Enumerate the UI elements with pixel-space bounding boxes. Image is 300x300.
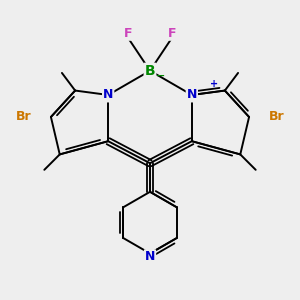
- Text: N: N: [145, 250, 155, 263]
- Text: +: +: [210, 79, 218, 89]
- Text: Br: Br: [269, 110, 284, 124]
- Text: F: F: [124, 27, 132, 40]
- Text: Br: Br: [16, 110, 31, 124]
- Text: F: F: [168, 27, 176, 40]
- Text: B: B: [145, 64, 155, 78]
- Text: −: −: [156, 71, 166, 81]
- Text: N: N: [103, 88, 113, 101]
- Text: N: N: [187, 88, 197, 101]
